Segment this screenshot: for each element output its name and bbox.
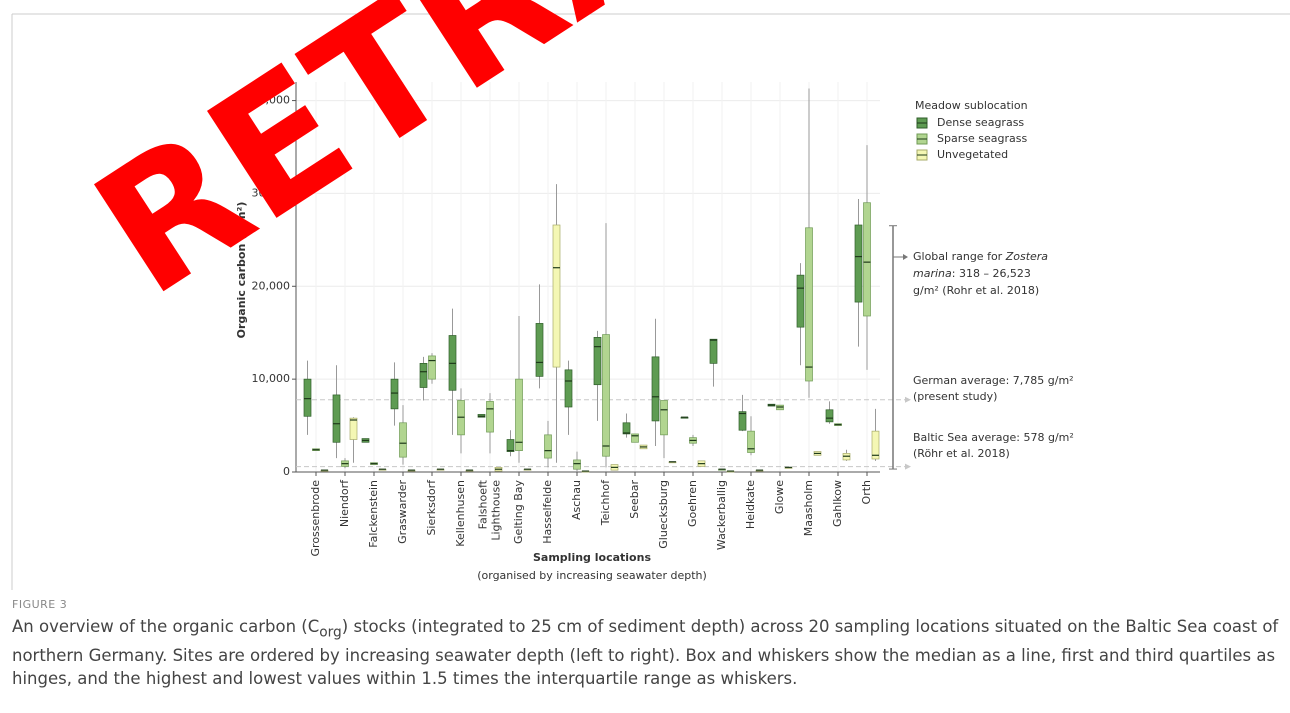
box — [854, 224, 863, 303]
box — [871, 430, 880, 460]
box — [805, 227, 813, 382]
range-label: g/m² (Rohr et al. 2018) — [913, 284, 1039, 297]
x-tick-label: Niendorf — [338, 479, 351, 527]
box — [303, 378, 312, 417]
y-tick-label: 30,000 — [252, 186, 291, 199]
x-tick-label: Orth — [860, 480, 873, 504]
caption-part: ) stocks (integrated to 25 cm of sedimen… — [12, 617, 1279, 689]
legend-label: Dense seagrass — [937, 116, 1024, 129]
x-axis-label: Sampling locations — [533, 551, 651, 564]
box — [593, 337, 602, 386]
chart: 0 10,000 20,000 30,000 40,000 Grossenbrode Nie… — [11, 13, 1290, 590]
box — [535, 323, 544, 377]
x-tick-label: Hasselfelde — [541, 480, 554, 544]
figure-caption: FIGURE 3 An overview of the organic carb… — [12, 598, 1282, 690]
reference-label: German average: 7,785 g/m² — [913, 374, 1074, 387]
x-tick-label: Teichhof — [599, 479, 612, 526]
box — [747, 430, 755, 453]
box — [515, 378, 523, 451]
box — [651, 356, 660, 422]
box — [564, 369, 573, 408]
x-tick-label: Grossenbrode — [309, 480, 322, 557]
x-tick-label: Gluecksburg — [657, 480, 670, 549]
box — [428, 355, 436, 380]
legend-label: Unvegetated — [937, 148, 1008, 161]
box — [863, 202, 871, 317]
box — [709, 338, 718, 364]
box — [390, 378, 399, 410]
y-tick-label: 20,000 — [252, 279, 291, 292]
x-tick-label: Falckenstein — [367, 480, 380, 548]
x-tick-label: Goehren — [686, 480, 699, 527]
reference-arrow — [905, 396, 911, 403]
caption-text: An overview of the organic carbon (Corg)… — [12, 615, 1282, 690]
figure-label: FIGURE 3 — [12, 598, 68, 611]
range-pointer-head — [903, 254, 908, 260]
box — [573, 459, 581, 470]
x-tick-label: Wackerballig — [715, 480, 728, 550]
range-label-part: marina — [913, 267, 952, 280]
range-label-part: g/m² (Rohr et al. 2018) — [913, 284, 1039, 297]
y-axis-label: Organic carbon (g/m²) — [235, 202, 248, 339]
box — [631, 433, 639, 443]
reference-label: (Röhr et al. 2018) — [913, 447, 1010, 460]
y-tick-label: 0 — [283, 465, 290, 478]
x-tick-label: Gelting Bay — [512, 480, 525, 544]
x-tick-label: Maasholm — [802, 480, 815, 536]
x-tick-label: Seebar — [628, 480, 641, 519]
x-tick-label: Heidkate — [744, 480, 757, 529]
x-tick-label: Kellenhusen — [454, 480, 467, 547]
x-tick-label: Graswarder — [396, 480, 409, 544]
range-label-part: : 318 – 26,523 — [952, 267, 1031, 280]
x-tick-label: FalshoeftLighthouse — [477, 479, 503, 540]
box — [825, 409, 834, 423]
range-label: marina: 318 – 26,523 — [913, 267, 1031, 280]
caption-part: C — [307, 617, 320, 636]
reference-label: (present study) — [913, 390, 997, 403]
box — [419, 363, 428, 388]
box — [332, 394, 341, 443]
y-tick-label: 10,000 — [252, 372, 291, 385]
range-label: Global range for Zostera — [913, 250, 1048, 263]
range-label-part: Global range for — [913, 250, 1006, 263]
legend-title: Meadow sublocation — [915, 99, 1028, 112]
legend-label: Sparse seagrass — [937, 132, 1027, 145]
box — [544, 434, 552, 459]
box — [660, 400, 668, 436]
x-axis-sublabel: (organised by increasing seawater depth) — [477, 569, 707, 582]
x-tick-label: Sierksdorf — [425, 479, 438, 536]
box — [349, 417, 358, 440]
reference-arrow — [905, 463, 911, 470]
box — [486, 401, 494, 433]
caption-part: An overview of the organic carbon ( — [12, 617, 308, 636]
box — [552, 224, 561, 368]
caption-part: org — [319, 624, 342, 641]
box — [738, 411, 747, 431]
box — [622, 422, 631, 435]
x-tick-label: Aschau — [570, 480, 583, 520]
y-tick-label: 40,000 — [252, 94, 291, 107]
range-label-part: Zostera — [1005, 250, 1049, 263]
box — [796, 274, 805, 328]
x-tick-label: Glowe — [773, 480, 786, 514]
box — [506, 439, 515, 452]
box — [602, 334, 610, 457]
x-tick-label: Gahlkow — [831, 480, 844, 527]
box — [399, 422, 407, 458]
reference-label: Baltic Sea average: 578 g/m² — [913, 431, 1074, 444]
